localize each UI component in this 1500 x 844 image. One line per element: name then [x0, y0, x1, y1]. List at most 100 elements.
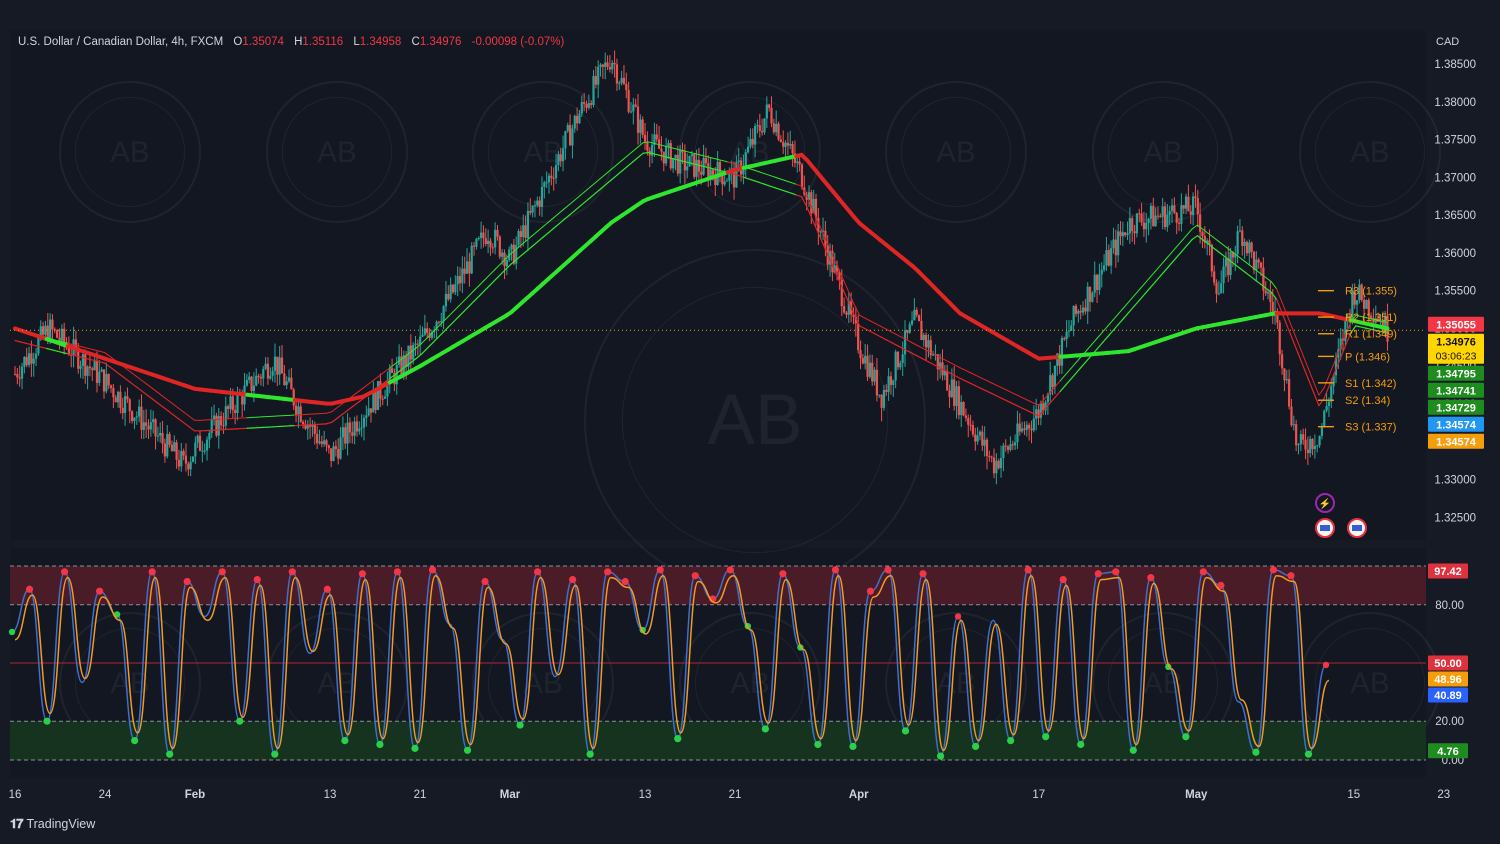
time-axis[interactable]: 16 24 Feb 13 21 Mar 13 21 Apr 17 May 15 23 — [9, 789, 1451, 801]
candle-body — [51, 319, 54, 330]
watermark-text: AB — [1350, 667, 1389, 700]
stochastic-series[interactable] — [8, 566, 1330, 760]
candle-body — [1067, 330, 1071, 332]
lightning-icon[interactable] — [1315, 493, 1335, 513]
fast-ma-line — [510, 248, 517, 254]
fast-ma-line — [463, 295, 470, 302]
fast-ma-line — [1302, 354, 1309, 370]
watermark-inner-ring — [694, 96, 806, 208]
candle-body — [1173, 205, 1176, 213]
fast-ma-line — [346, 405, 354, 411]
candle-body — [16, 374, 19, 378]
fast-ma-line — [890, 331, 898, 336]
candle-body — [1238, 230, 1242, 232]
brand-footer[interactable]: 𝟏𝟕 TradingView — [10, 816, 95, 832]
candle-body — [831, 250, 834, 273]
candle-body — [749, 139, 752, 147]
candle-body — [472, 245, 476, 247]
fast-ma-line — [948, 361, 956, 366]
pivot-label: S3 (1.337) — [1345, 422, 1396, 434]
candle-body — [355, 421, 359, 432]
fast-ma-line — [1181, 234, 1188, 242]
fast-ma-line — [331, 407, 338, 413]
fast-ma-line — [711, 157, 718, 160]
candle-body — [812, 198, 815, 214]
candle-body — [1168, 211, 1171, 215]
candle-body — [592, 76, 595, 105]
fast-ma-line — [742, 176, 750, 180]
fast-ma-line — [885, 328, 892, 333]
candle-body — [1320, 426, 1324, 436]
stochastic-signal-dot — [1217, 581, 1225, 590]
price-labels: 1.35055 1.34976 03:06:23 1.34795 1.34741 1.34… — [1428, 316, 1484, 449]
candle-body — [1266, 292, 1270, 294]
candle-body — [166, 434, 169, 457]
candle-body — [463, 268, 466, 274]
candle-body — [119, 391, 122, 408]
fast-ma-line — [795, 194, 803, 198]
fast-ma-line — [769, 174, 776, 178]
candle-body — [67, 346, 70, 355]
fast-ma-line — [1307, 378, 1315, 394]
fast-ma-line — [1355, 314, 1362, 317]
high-label: H — [294, 36, 303, 48]
fast-ma-line — [479, 279, 486, 286]
candle-body — [1201, 231, 1204, 237]
candle-body — [643, 134, 647, 142]
fast-ma-line — [1165, 252, 1172, 260]
stochastic-signal-dot — [463, 746, 472, 754]
candle-body — [222, 425, 225, 427]
fast-ma-line — [489, 268, 496, 275]
event-markers[interactable]: ⚡ — [1315, 493, 1367, 538]
stochastic-signal-dot — [113, 611, 121, 618]
fast-ma-line — [589, 181, 597, 188]
candle-body — [587, 103, 590, 108]
fast-ma-line — [442, 316, 449, 323]
candle-body — [81, 354, 85, 366]
fast-ma-line — [837, 278, 845, 292]
candle-body — [969, 424, 972, 426]
candle-body — [718, 161, 722, 175]
candle-body — [133, 417, 136, 421]
candle-body — [313, 424, 316, 434]
fast-ma-line — [700, 165, 708, 168]
candle-body — [737, 160, 740, 162]
candle-body — [988, 455, 991, 457]
price-axis[interactable]: 1.38500 1.38000 1.37500 1.37000 1.36500 1.360… — [1434, 59, 1476, 524]
fast-ma-line — [811, 218, 818, 232]
fast-ma-line — [394, 369, 401, 376]
candle-body — [142, 422, 145, 430]
watermark-text: AB — [1143, 136, 1182, 169]
open-value: 1.35074 — [242, 36, 284, 48]
fast-ma-line — [468, 289, 475, 297]
candle-body — [1220, 283, 1223, 294]
candle-body — [56, 330, 59, 338]
candle-body — [859, 350, 862, 359]
candle-body — [1313, 446, 1316, 450]
fast-ma-line — [1117, 317, 1125, 326]
candle-body — [159, 432, 162, 436]
fast-ma-line — [991, 382, 998, 386]
fast-ma-line — [716, 158, 723, 162]
fast-ma-line — [405, 361, 412, 368]
candlestick-series[interactable] — [13, 50, 1389, 485]
fast-ma-line — [632, 157, 639, 163]
fast-ma-line — [410, 347, 417, 353]
candle-body — [1283, 368, 1286, 381]
fast-ma-line — [1302, 365, 1309, 380]
candle-body — [510, 244, 513, 250]
candle-body — [1199, 214, 1202, 232]
price-tick-label: 1.33000 — [1434, 475, 1476, 487]
candle-body — [1126, 233, 1129, 236]
fast-ma-line — [827, 254, 834, 268]
candle-body — [248, 376, 251, 380]
fast-ma-line — [1260, 273, 1267, 279]
candle-body — [810, 192, 813, 214]
fast-ma-line — [864, 328, 871, 332]
candle-body — [1285, 379, 1288, 381]
fast-ma-line — [1212, 247, 1220, 253]
fast-ma-line — [595, 188, 602, 194]
candle-body — [571, 128, 574, 146]
symbol-legend[interactable]: U.S. Dollar / Canadian Dollar, 4h, FXCM … — [18, 36, 564, 48]
